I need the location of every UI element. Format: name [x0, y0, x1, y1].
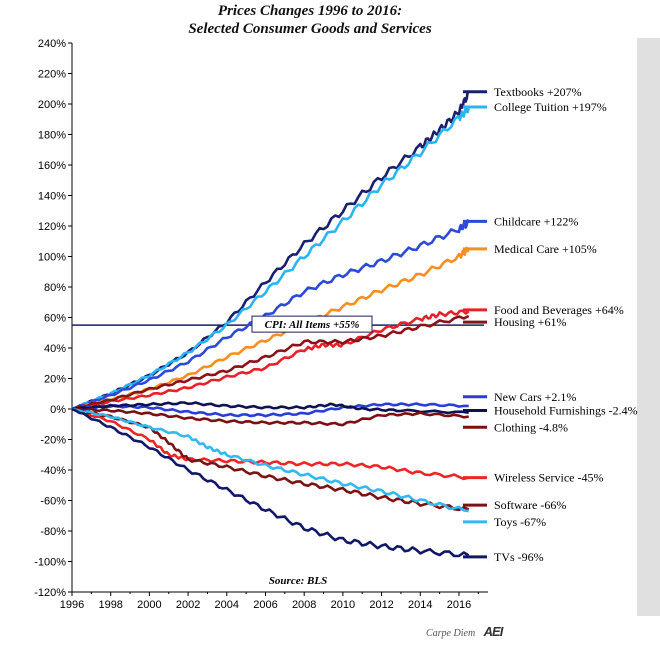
y-tick-label: 20% [44, 374, 66, 386]
series-line [71, 107, 470, 411]
y-tick-label: -80% [40, 526, 66, 538]
legend-label: Food and Beverages +64% [494, 303, 624, 317]
legend-label: Textbooks +207% [494, 85, 582, 99]
credit-text: Carpe Diem [426, 628, 476, 639]
cpi-label-box [251, 315, 373, 333]
legend-label: College Tuition +197% [494, 100, 607, 114]
y-tick-label: 160% [38, 160, 66, 172]
y-tick-label: 140% [38, 191, 66, 203]
legend-label: Household Furnishings -2.4% [494, 404, 638, 418]
x-tick-label: 2010 [331, 599, 355, 611]
y-tick-label: -40% [40, 465, 66, 477]
chart-panel [0, 0, 660, 618]
y-tick-label: 100% [38, 252, 66, 264]
y-tick-label: -20% [40, 435, 66, 447]
x-tick-label: 2006 [253, 599, 277, 611]
series-line [71, 90, 470, 411]
cpi-label: CPI: All Items +55% [265, 319, 360, 331]
series-line [71, 407, 469, 513]
x-tick-label: 2014 [408, 599, 432, 611]
legend-label: Clothing -4.8% [494, 420, 568, 434]
y-tick-label: -60% [40, 496, 66, 508]
y-tick-label: 120% [38, 221, 66, 233]
x-tick-label: 2004 [215, 599, 239, 611]
series-line [71, 402, 469, 418]
y-tick-label: -100% [34, 557, 66, 569]
y-tick-label: -120% [34, 587, 66, 599]
x-tick-label: 2012 [369, 599, 393, 611]
aei-logo-icon: AEI [483, 624, 504, 639]
legend-label: Childcare +122% [494, 214, 578, 228]
y-tick-label: 0% [50, 404, 66, 416]
y-tick-label: 60% [44, 313, 66, 325]
legend-label: Software -66% [494, 498, 566, 512]
series-line [71, 407, 470, 558]
y-tick-label: 220% [38, 69, 66, 81]
series-line [71, 219, 470, 411]
legend-label: TVs -96% [494, 550, 544, 564]
right-gray-band [637, 38, 660, 616]
series-line [71, 309, 470, 411]
y-tick-label: 80% [44, 282, 66, 294]
y-tick-label: 200% [38, 99, 66, 111]
series-line [71, 314, 470, 411]
y-tick-label: 180% [38, 130, 66, 142]
legend-label: Toys -67% [494, 515, 546, 529]
y-tick-label: 240% [38, 38, 66, 50]
series-line [71, 407, 469, 427]
chart-title-block: Prices Changes 1996 to 2016: Selected Co… [0, 2, 620, 38]
x-tick-label: 2008 [292, 599, 316, 611]
credit: Carpe Diem AEI [426, 624, 504, 644]
series-line [71, 401, 469, 415]
x-tick-label: 1996 [60, 599, 84, 611]
legend-label: Housing +61% [494, 315, 566, 329]
x-tick-label: 1998 [98, 599, 122, 611]
chart-title: Prices Changes 1996 to 2016: [217, 3, 403, 19]
chart-subtitle: Selected Consumer Goods and Services [188, 21, 432, 37]
y-tick-label: 40% [44, 343, 66, 355]
legend-label: New Cars +2.1% [494, 390, 576, 404]
x-tick-label: 2000 [137, 599, 161, 611]
x-tick-label: 2002 [176, 599, 200, 611]
source-label: Source: BLS [269, 575, 327, 587]
legend-label: Medical Care +105% [494, 242, 597, 256]
x-tick-label: 2016 [447, 599, 471, 611]
legend-label: Wireless Service -45% [494, 471, 603, 485]
